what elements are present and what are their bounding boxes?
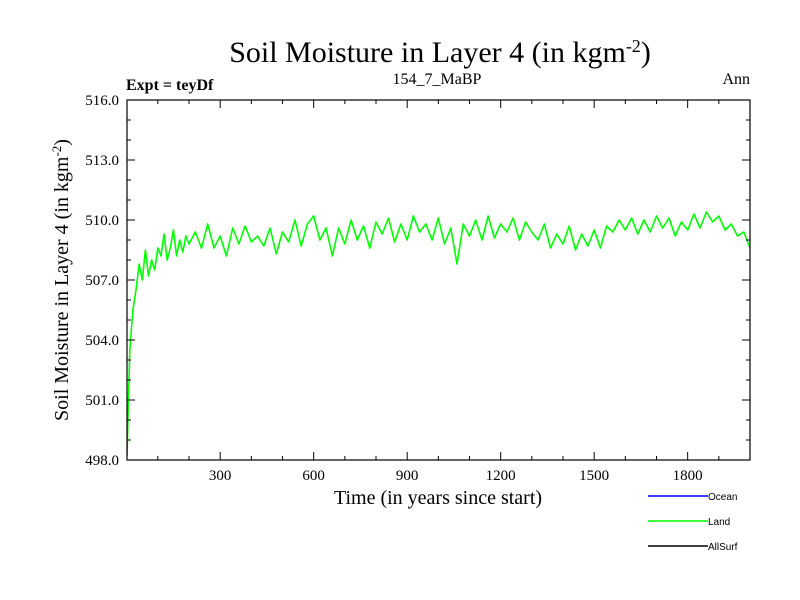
x-axis: 300 600 900 1200 1500 1800 [157,100,720,484]
series-line-land [127,211,750,457]
experiment-label: Expt = teyDf [126,77,214,94]
y-axis: 498.0 501.0 504.0 507.0 510.0 513.0 516.0 [85,93,750,469]
period-label: 154_7_MaBP [393,71,482,88]
legend-label-allsurf: AllSurf [708,542,738,553]
legend-label-land: Land [708,517,730,528]
y-tick-label: 501.0 [85,393,119,409]
series-layer [127,211,750,457]
y-tick-label: 510.0 [85,213,119,229]
season-label: Ann [722,71,750,88]
y-axis-label: Soil Moisture in Layer 4 (in kgm-2) [49,139,74,421]
x-tick-label: 900 [396,468,419,484]
y-tick-label: 516.0 [85,93,119,109]
x-tick-label: 300 [209,468,232,484]
x-tick-label: 600 [302,468,325,484]
chart-title: Soil Moisture in Layer 4 (in kgm-2) [229,36,651,69]
y-tick-label: 498.0 [85,453,119,469]
y-tick-label: 513.0 [85,153,119,169]
legend-label-ocean: Ocean [708,492,737,503]
legend: Ocean Land AllSurf [648,492,738,553]
x-tick-label: 1500 [579,468,609,484]
x-tick-label: 1800 [673,468,703,484]
plot-frame [126,99,751,461]
y-tick-label: 504.0 [85,333,119,349]
y-tick-label: 507.0 [85,273,119,289]
x-tick-label: 1200 [486,468,516,484]
x-axis-label: Time (in years since start) [334,487,542,509]
